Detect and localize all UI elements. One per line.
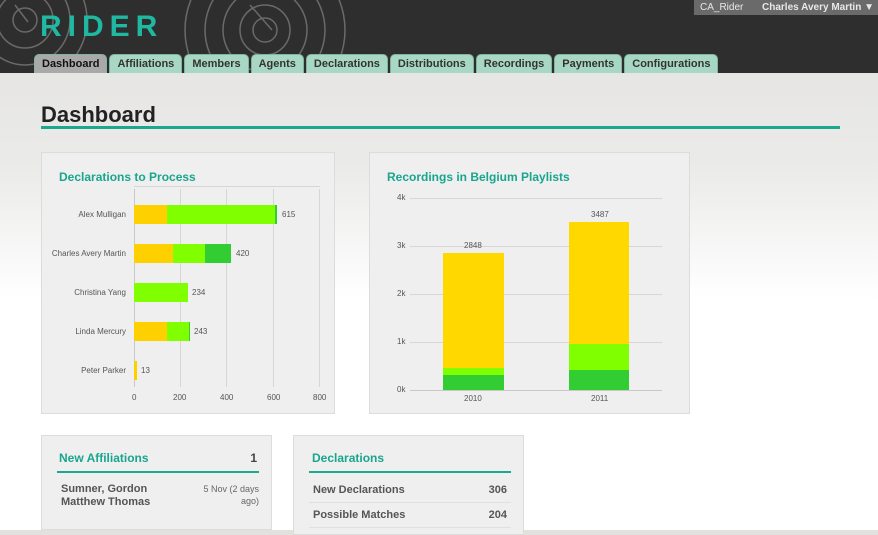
affiliation-date: 5 Nov (2 days ago) — [203, 484, 259, 506]
bar-segment[interactable] — [443, 375, 504, 390]
bar-segment[interactable] — [134, 361, 137, 380]
user-menu[interactable]: Charles Avery Martin ▼ — [762, 2, 874, 13]
panel-title: Declarations — [312, 451, 385, 465]
bar-total: 615 — [282, 210, 296, 219]
bar-total: 13 — [141, 366, 150, 375]
bar-total: 420 — [236, 249, 250, 258]
y-tick: 2k — [397, 289, 406, 298]
bar-segment[interactable] — [569, 222, 629, 344]
bar-total: 2848 — [464, 241, 482, 250]
header-bar: RIDER CA_Rider Charles Avery Martin ▼ Da… — [0, 0, 878, 73]
bar-segment[interactable] — [173, 244, 205, 263]
bar-segment[interactable] — [134, 322, 167, 341]
page-title: Dashboard — [41, 102, 156, 127]
title-divider — [41, 126, 840, 129]
chart-border — [134, 186, 320, 187]
main-nav: Dashboard Affiliations Members Agents De… — [34, 54, 719, 73]
bar-segment[interactable] — [134, 205, 167, 224]
bar-total: 243 — [194, 327, 208, 336]
x-tick: 0 — [132, 393, 137, 402]
gridline — [226, 189, 227, 387]
tab-payments[interactable]: Payments — [554, 54, 623, 73]
declarations-chart-panel: Declarations to Process Alex Mulligan Ch… — [41, 152, 335, 414]
gridline — [273, 189, 274, 387]
panel-divider — [309, 471, 511, 473]
bar-segment[interactable] — [569, 344, 629, 370]
recordings-chart-panel: Recordings in Belgium Playlists 4k 3k 2k… — [369, 152, 690, 414]
x-tick: 2010 — [464, 394, 482, 403]
bar-total: 234 — [192, 288, 206, 297]
bar-segment[interactable] — [443, 368, 504, 375]
tab-distributions[interactable]: Distributions — [389, 54, 474, 73]
tab-recordings[interactable]: Recordings — [475, 54, 553, 73]
affiliation-name[interactable]: Sumner, Gordon Matthew Thomas — [61, 483, 151, 508]
y-tick: 4k — [397, 193, 406, 202]
bar-segment[interactable] — [134, 244, 173, 263]
bar-segment[interactable] — [275, 205, 277, 224]
tab-members[interactable]: Members — [184, 54, 249, 73]
user-bar: CA_Rider Charles Avery Martin ▼ — [694, 0, 878, 15]
row-label: New Declarations — [313, 484, 405, 496]
x-tick: 200 — [173, 393, 187, 402]
bar-segment[interactable] — [167, 322, 189, 341]
row-value: 306 — [488, 484, 507, 496]
panel-title: New Affiliations — [59, 451, 149, 465]
tab-dashboard[interactable]: Dashboard — [34, 54, 108, 73]
app-logo: RIDER — [40, 10, 164, 43]
new-affiliations-panel: New Affiliations 1 Sumner, Gordon Matthe… — [41, 435, 272, 530]
x-tick: 600 — [267, 393, 281, 402]
y-tick: 0k — [397, 385, 406, 394]
panel-divider — [57, 471, 259, 473]
gridline — [319, 189, 320, 387]
y-tick: 1k — [397, 337, 406, 346]
chart-title: Declarations to Process — [59, 170, 196, 184]
gridline — [410, 294, 662, 295]
tab-declarations[interactable]: Declarations — [305, 54, 388, 73]
x-tick: 2011 — [591, 394, 609, 403]
row-value: 204 — [488, 509, 507, 521]
bar-label: Peter Parker — [81, 366, 126, 375]
gridline — [410, 246, 662, 247]
tab-configurations[interactable]: Configurations — [624, 54, 719, 73]
chart-title: Recordings in Belgium Playlists — [387, 170, 570, 184]
panel-header: New Affiliations 1 — [59, 451, 257, 465]
bar-segment[interactable] — [205, 244, 231, 263]
bar-label: Charles Avery Martin — [51, 249, 126, 258]
bar-total: 3487 — [591, 210, 609, 219]
list-item[interactable]: New Declarations 306 — [309, 478, 511, 503]
bar-segment[interactable] — [134, 283, 188, 302]
bar-label: Linda Mercury — [75, 327, 126, 336]
gridline — [410, 342, 662, 343]
x-axis — [410, 390, 662, 391]
bar-segment[interactable] — [189, 322, 190, 341]
bar-segment[interactable] — [167, 205, 275, 224]
bar-segment[interactable] — [569, 370, 629, 390]
affiliation-item[interactable]: Sumner, Gordon Matthew Thomas 5 Nov (2 d… — [61, 483, 259, 509]
declarations-summary-panel: Declarations New Declarations 306 Possib… — [293, 435, 524, 535]
gridline — [410, 198, 662, 199]
x-tick: 800 — [313, 393, 327, 402]
y-tick: 3k — [397, 241, 406, 250]
affiliations-count: 1 — [250, 451, 257, 465]
tab-affiliations[interactable]: Affiliations — [109, 54, 183, 73]
bar-segment[interactable] — [443, 253, 504, 368]
tab-agents[interactable]: Agents — [250, 54, 304, 73]
x-tick: 400 — [220, 393, 234, 402]
bar-label: Alex Mulligan — [78, 210, 126, 219]
row-label: Possible Matches — [313, 509, 406, 521]
account-name: CA_Rider — [700, 2, 744, 13]
bar-label: Christina Yang — [74, 288, 126, 297]
declarations-list: New Declarations 306 Possible Matches 20… — [309, 478, 511, 528]
list-item[interactable]: Possible Matches 204 — [309, 503, 511, 528]
